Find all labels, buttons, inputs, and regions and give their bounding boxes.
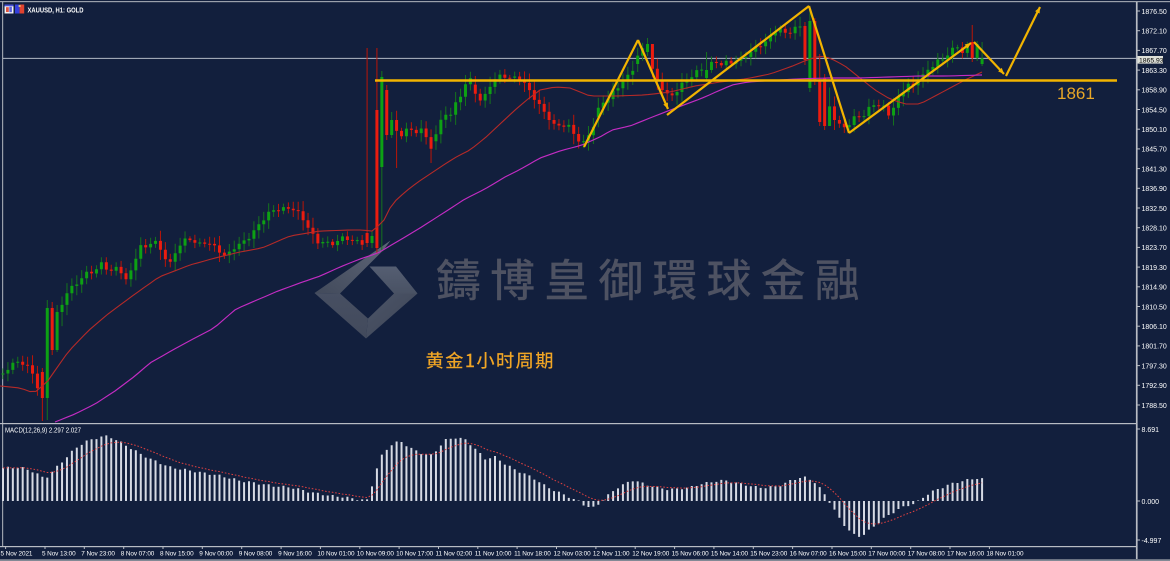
svg-text:1819.30: 1819.30 [1142, 265, 1167, 272]
svg-text:1810.50: 1810.50 [1142, 304, 1167, 311]
svg-text:1814.90: 1814.90 [1142, 285, 1167, 292]
svg-text:1863.30: 1863.30 [1142, 68, 1167, 75]
svg-text:-4.997: -4.997 [1142, 538, 1162, 545]
svg-text:9 Nov 08:00: 9 Nov 08:00 [239, 551, 273, 558]
svg-text:15 Nov 23:00: 15 Nov 23:00 [750, 551, 788, 558]
svg-text:9 Nov 16:00: 9 Nov 16:00 [278, 551, 312, 558]
svg-text:16 Nov 07:00: 16 Nov 07:00 [790, 551, 828, 558]
svg-text:17 Nov 08:00: 17 Nov 08:00 [908, 551, 946, 558]
svg-text:8 Nov 07:00: 8 Nov 07:00 [121, 551, 155, 558]
svg-text:12 Nov 19:00: 12 Nov 19:00 [632, 551, 670, 558]
svg-text:7 Nov 23:00: 7 Nov 23:00 [81, 551, 115, 558]
svg-text:MACD(12,26,9) 2.297 2.027: MACD(12,26,9) 2.297 2.027 [5, 426, 81, 435]
svg-text:1797.30: 1797.30 [1142, 363, 1167, 370]
svg-text:15 Nov 06:00: 15 Nov 06:00 [672, 551, 710, 558]
svg-text:11 Nov 02:00: 11 Nov 02:00 [436, 551, 473, 558]
svg-text:1828.10: 1828.10 [1142, 226, 1167, 233]
svg-text:1876.50: 1876.50 [1142, 9, 1167, 16]
svg-text:1861: 1861 [1057, 84, 1095, 103]
svg-text:11 Nov 18:00: 11 Nov 18:00 [514, 551, 551, 558]
svg-text:1841.30: 1841.30 [1142, 166, 1167, 173]
svg-text:1788.50: 1788.50 [1142, 403, 1167, 410]
svg-text:8.691: 8.691 [1142, 427, 1160, 434]
svg-text:1823.70: 1823.70 [1142, 245, 1167, 252]
svg-text:10 Nov 17:00: 10 Nov 17:00 [396, 551, 434, 558]
svg-text:9 Nov 00:00: 9 Nov 00:00 [199, 551, 233, 558]
svg-text:1806.10: 1806.10 [1142, 324, 1167, 331]
svg-text:5 Nov 2021: 5 Nov 2021 [1, 551, 33, 558]
svg-text:17 Nov 16:00: 17 Nov 16:00 [947, 551, 985, 558]
svg-text:8 Nov 15:00: 8 Nov 15:00 [160, 551, 194, 558]
svg-text:15 Nov 14:00: 15 Nov 14:00 [711, 551, 749, 558]
svg-text:1836.90: 1836.90 [1142, 186, 1167, 193]
svg-text:1854.50: 1854.50 [1142, 107, 1167, 114]
svg-text:1858.90: 1858.90 [1142, 88, 1167, 95]
svg-text:1872.10: 1872.10 [1142, 29, 1167, 36]
svg-text:17 Nov 00:00: 17 Nov 00:00 [868, 551, 906, 558]
svg-text:1832.50: 1832.50 [1142, 206, 1167, 213]
svg-text:5 Nov 13:00: 5 Nov 13:00 [42, 551, 76, 558]
svg-text:XAUUSD, H1: GOLD: XAUUSD, H1: GOLD [28, 5, 84, 14]
svg-text:1850.10: 1850.10 [1142, 127, 1167, 134]
svg-text:12 Nov 03:00: 12 Nov 03:00 [554, 551, 592, 558]
svg-text:0.000: 0.000 [1142, 499, 1160, 506]
svg-text:1792.90: 1792.90 [1142, 383, 1167, 390]
svg-text:11 Nov 10:00: 11 Nov 10:00 [475, 551, 512, 558]
svg-text:1867.70: 1867.70 [1142, 48, 1167, 55]
svg-text:12 Nov 11:00: 12 Nov 11:00 [593, 551, 630, 558]
svg-text:1845.70: 1845.70 [1142, 147, 1167, 154]
svg-text:1865.93: 1865.93 [1139, 57, 1164, 64]
svg-text:1801.70: 1801.70 [1142, 344, 1167, 351]
svg-text:16 Nov 15:00: 16 Nov 15:00 [829, 551, 867, 558]
svg-text:10 Nov 01:00: 10 Nov 01:00 [317, 551, 355, 558]
svg-text:10 Nov 09:00: 10 Nov 09:00 [357, 551, 395, 558]
svg-text:18 Nov 01:00: 18 Nov 01:00 [986, 551, 1024, 558]
